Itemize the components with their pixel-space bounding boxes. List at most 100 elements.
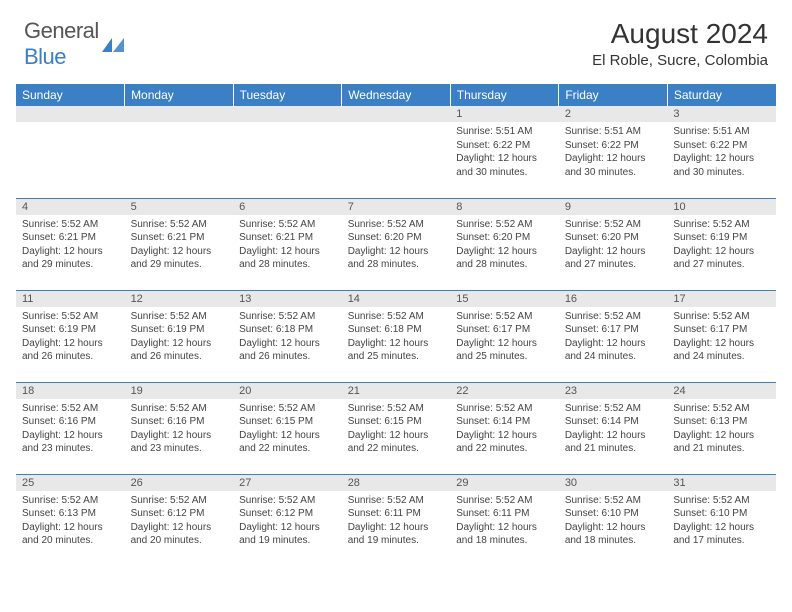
calendar-cell <box>342 106 451 198</box>
sail-icon <box>102 38 124 52</box>
day-body: Sunrise: 5:52 AMSunset: 6:19 PMDaylight:… <box>125 307 234 368</box>
calendar-cell: 13Sunrise: 5:52 AMSunset: 6:18 PMDayligh… <box>233 290 342 382</box>
day-body <box>233 122 342 129</box>
day-number: 20 <box>233 383 342 399</box>
calendar-cell: 24Sunrise: 5:52 AMSunset: 6:13 PMDayligh… <box>667 382 776 474</box>
day-number: 17 <box>667 291 776 307</box>
calendar-cell: 29Sunrise: 5:52 AMSunset: 6:11 PMDayligh… <box>450 474 559 566</box>
day-body: Sunrise: 5:52 AMSunset: 6:21 PMDaylight:… <box>16 215 125 276</box>
day-body: Sunrise: 5:52 AMSunset: 6:10 PMDaylight:… <box>667 491 776 552</box>
calendar-cell: 22Sunrise: 5:52 AMSunset: 6:14 PMDayligh… <box>450 382 559 474</box>
logo-text-general: General <box>24 18 99 43</box>
calendar-cell: 4Sunrise: 5:52 AMSunset: 6:21 PMDaylight… <box>16 198 125 290</box>
calendar-cell: 9Sunrise: 5:52 AMSunset: 6:20 PMDaylight… <box>559 198 668 290</box>
day-body: Sunrise: 5:52 AMSunset: 6:15 PMDaylight:… <box>342 399 451 460</box>
day-body: Sunrise: 5:52 AMSunset: 6:12 PMDaylight:… <box>125 491 234 552</box>
day-body: Sunrise: 5:52 AMSunset: 6:21 PMDaylight:… <box>125 215 234 276</box>
calendar-cell: 19Sunrise: 5:52 AMSunset: 6:16 PMDayligh… <box>125 382 234 474</box>
day-number: 13 <box>233 291 342 307</box>
calendar-cell: 7Sunrise: 5:52 AMSunset: 6:20 PMDaylight… <box>342 198 451 290</box>
calendar-cell: 28Sunrise: 5:52 AMSunset: 6:11 PMDayligh… <box>342 474 451 566</box>
calendar-cell <box>125 106 234 198</box>
day-number: 2 <box>559 106 668 122</box>
day-number: 11 <box>16 291 125 307</box>
calendar-cell: 23Sunrise: 5:52 AMSunset: 6:14 PMDayligh… <box>559 382 668 474</box>
day-number <box>233 106 342 122</box>
day-number: 18 <box>16 383 125 399</box>
day-number: 3 <box>667 106 776 122</box>
calendar-cell: 12Sunrise: 5:52 AMSunset: 6:19 PMDayligh… <box>125 290 234 382</box>
day-number: 29 <box>450 475 559 491</box>
day-body: Sunrise: 5:52 AMSunset: 6:11 PMDaylight:… <box>342 491 451 552</box>
day-body: Sunrise: 5:52 AMSunset: 6:20 PMDaylight:… <box>450 215 559 276</box>
day-body: Sunrise: 5:52 AMSunset: 6:12 PMDaylight:… <box>233 491 342 552</box>
calendar-table: SundayMondayTuesdayWednesdayThursdayFrid… <box>16 84 776 566</box>
day-number: 31 <box>667 475 776 491</box>
day-number: 28 <box>342 475 451 491</box>
day-body: Sunrise: 5:52 AMSunset: 6:13 PMDaylight:… <box>667 399 776 460</box>
day-number: 9 <box>559 199 668 215</box>
calendar-cell: 14Sunrise: 5:52 AMSunset: 6:18 PMDayligh… <box>342 290 451 382</box>
calendar-cell: 11Sunrise: 5:52 AMSunset: 6:19 PMDayligh… <box>16 290 125 382</box>
weekday-header: Thursday <box>450 84 559 106</box>
day-body: Sunrise: 5:52 AMSunset: 6:19 PMDaylight:… <box>667 215 776 276</box>
day-number: 26 <box>125 475 234 491</box>
calendar-cell: 15Sunrise: 5:52 AMSunset: 6:17 PMDayligh… <box>450 290 559 382</box>
day-number: 30 <box>559 475 668 491</box>
day-number: 1 <box>450 106 559 122</box>
calendar-cell: 17Sunrise: 5:52 AMSunset: 6:17 PMDayligh… <box>667 290 776 382</box>
calendar-cell: 25Sunrise: 5:52 AMSunset: 6:13 PMDayligh… <box>16 474 125 566</box>
calendar-cell: 5Sunrise: 5:52 AMSunset: 6:21 PMDaylight… <box>125 198 234 290</box>
weekday-header: Monday <box>125 84 234 106</box>
calendar-cell: 31Sunrise: 5:52 AMSunset: 6:10 PMDayligh… <box>667 474 776 566</box>
calendar-cell: 20Sunrise: 5:52 AMSunset: 6:15 PMDayligh… <box>233 382 342 474</box>
weekday-header: Tuesday <box>233 84 342 106</box>
weekday-header: Wednesday <box>342 84 451 106</box>
weekday-header: Friday <box>559 84 668 106</box>
day-number: 6 <box>233 199 342 215</box>
page-header: General Blue August 2024 El Roble, Sucre… <box>0 0 792 78</box>
day-body: Sunrise: 5:52 AMSunset: 6:11 PMDaylight:… <box>450 491 559 552</box>
calendar-cell: 18Sunrise: 5:52 AMSunset: 6:16 PMDayligh… <box>16 382 125 474</box>
calendar-cell: 1Sunrise: 5:51 AMSunset: 6:22 PMDaylight… <box>450 106 559 198</box>
day-number: 19 <box>125 383 234 399</box>
logo: General Blue <box>24 18 124 70</box>
weekday-header: Sunday <box>16 84 125 106</box>
day-number: 25 <box>16 475 125 491</box>
day-body <box>342 122 451 129</box>
day-body: Sunrise: 5:52 AMSunset: 6:16 PMDaylight:… <box>125 399 234 460</box>
day-number: 8 <box>450 199 559 215</box>
day-body: Sunrise: 5:52 AMSunset: 6:17 PMDaylight:… <box>450 307 559 368</box>
calendar-cell: 27Sunrise: 5:52 AMSunset: 6:12 PMDayligh… <box>233 474 342 566</box>
day-body: Sunrise: 5:51 AMSunset: 6:22 PMDaylight:… <box>667 122 776 183</box>
day-body: Sunrise: 5:52 AMSunset: 6:17 PMDaylight:… <box>559 307 668 368</box>
day-body: Sunrise: 5:52 AMSunset: 6:15 PMDaylight:… <box>233 399 342 460</box>
day-body: Sunrise: 5:52 AMSunset: 6:10 PMDaylight:… <box>559 491 668 552</box>
day-body: Sunrise: 5:52 AMSunset: 6:18 PMDaylight:… <box>342 307 451 368</box>
calendar-cell: 2Sunrise: 5:51 AMSunset: 6:22 PMDaylight… <box>559 106 668 198</box>
day-number: 27 <box>233 475 342 491</box>
day-number <box>342 106 451 122</box>
day-number <box>125 106 234 122</box>
logo-text-blue: Blue <box>24 44 66 69</box>
calendar-row: 18Sunrise: 5:52 AMSunset: 6:16 PMDayligh… <box>16 382 776 474</box>
day-number: 15 <box>450 291 559 307</box>
day-body: Sunrise: 5:52 AMSunset: 6:20 PMDaylight:… <box>559 215 668 276</box>
day-body <box>125 122 234 129</box>
calendar-cell: 21Sunrise: 5:52 AMSunset: 6:15 PMDayligh… <box>342 382 451 474</box>
calendar-cell: 10Sunrise: 5:52 AMSunset: 6:19 PMDayligh… <box>667 198 776 290</box>
day-body: Sunrise: 5:52 AMSunset: 6:18 PMDaylight:… <box>233 307 342 368</box>
calendar-cell: 26Sunrise: 5:52 AMSunset: 6:12 PMDayligh… <box>125 474 234 566</box>
day-number: 12 <box>125 291 234 307</box>
day-body <box>16 122 125 129</box>
day-body: Sunrise: 5:52 AMSunset: 6:14 PMDaylight:… <box>450 399 559 460</box>
day-number: 23 <box>559 383 668 399</box>
day-number: 5 <box>125 199 234 215</box>
day-number: 7 <box>342 199 451 215</box>
day-body: Sunrise: 5:52 AMSunset: 6:17 PMDaylight:… <box>667 307 776 368</box>
calendar-row: 25Sunrise: 5:52 AMSunset: 6:13 PMDayligh… <box>16 474 776 566</box>
day-number: 22 <box>450 383 559 399</box>
calendar-cell: 16Sunrise: 5:52 AMSunset: 6:17 PMDayligh… <box>559 290 668 382</box>
day-body: Sunrise: 5:52 AMSunset: 6:20 PMDaylight:… <box>342 215 451 276</box>
day-number: 21 <box>342 383 451 399</box>
